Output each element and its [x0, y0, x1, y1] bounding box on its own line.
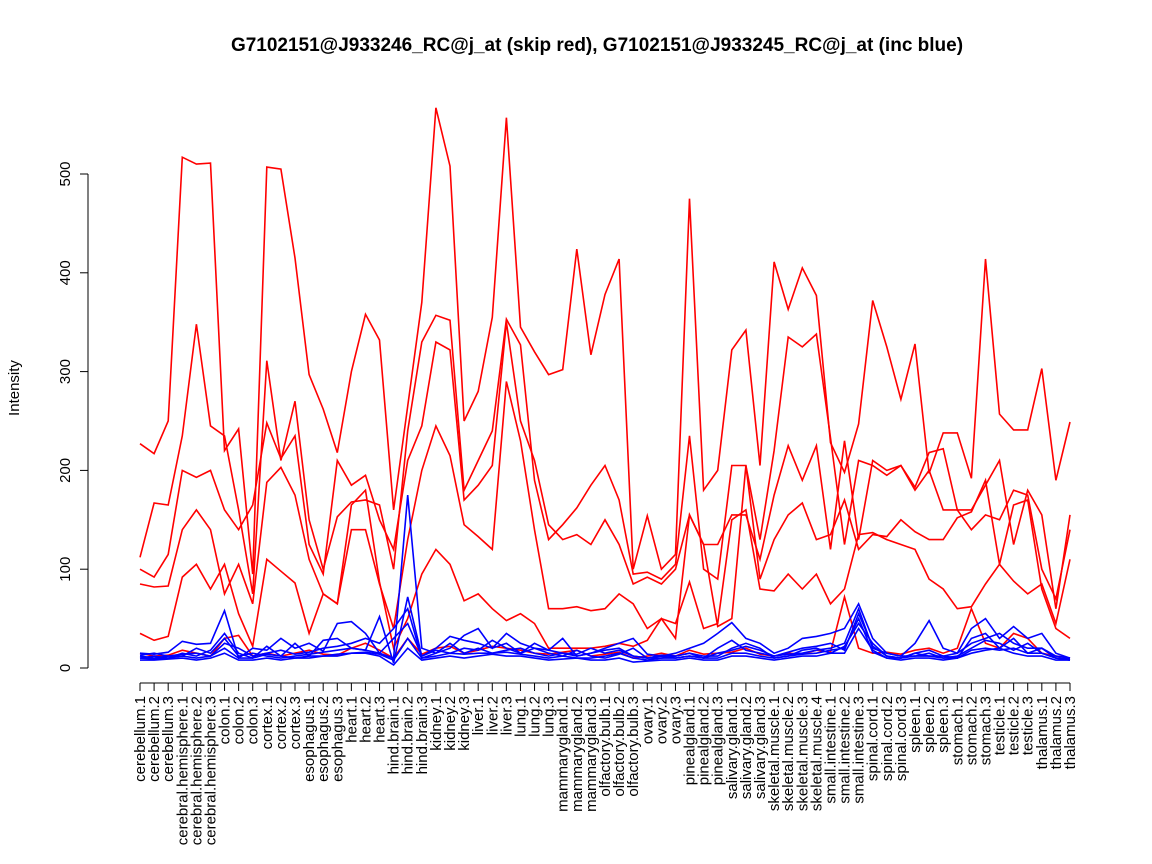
- x-tick-label: salivary.gland.2: [738, 696, 755, 799]
- x-tick-label: colon.1: [217, 696, 234, 744]
- x-tick-label: cerebellum.2: [146, 696, 163, 782]
- x-tick-label: skeletal.muscle.2: [780, 696, 797, 811]
- x-tick-label: cerebellum.3: [160, 696, 177, 782]
- x-tick-label: spinal.cord.2: [879, 696, 896, 781]
- x-tick-label: thalamus.1: [1034, 696, 1051, 769]
- x-tick-label: olfactory.bulb.2: [611, 696, 628, 797]
- x-tick-label: lung.3: [541, 696, 558, 737]
- x-tick-label: small.intestine.2: [837, 696, 854, 804]
- x-tick-label: cerebral.hemisphere.2: [188, 696, 205, 845]
- x-tick-label: cortex.1: [259, 696, 276, 749]
- x-tick-label: stomach.2: [963, 696, 980, 765]
- x-axis: cerebellum.1cerebellum.2cerebellum.3cere…: [132, 682, 1079, 845]
- x-tick-label: kidney.2: [442, 696, 459, 751]
- x-tick-label: spleen.2: [921, 696, 938, 753]
- x-tick-label: colon.3: [245, 696, 262, 744]
- x-tick-label: thalamus.2: [1048, 696, 1065, 769]
- x-tick-label: liver.1: [470, 696, 487, 735]
- series-line-inc-6: [139, 616, 1071, 662]
- y-axis: 0 100 200 300 400 500: [57, 161, 89, 672]
- x-tick-label: mammarygland.2: [569, 696, 586, 812]
- x-tick-label: mammarygland.1: [555, 696, 572, 812]
- x-tick-label: hind.brain.1: [386, 696, 403, 774]
- y-tick-label: 300: [57, 359, 74, 384]
- series-line-skip-1: [139, 107, 1071, 575]
- x-tick-label: spleen.1: [907, 696, 924, 753]
- x-tick-label: olfactory.bulb.3: [625, 696, 642, 797]
- x-tick-label: lung.1: [512, 696, 529, 737]
- x-tick-label: esophagus.3: [329, 696, 346, 782]
- series-line-skip-3: [139, 322, 1071, 602]
- x-tick-label: ovary.3: [667, 696, 684, 744]
- x-tick-label: stomach.1: [949, 696, 966, 765]
- x-tick-label: heart.3: [372, 696, 389, 743]
- x-tick-label: esophagus.1: [301, 696, 318, 782]
- x-tick-label: liver.2: [484, 696, 501, 735]
- x-tick-label: ovary.2: [653, 696, 670, 744]
- x-tick-label: small.intestine.3: [851, 696, 868, 804]
- x-tick-label: stomach.3: [977, 696, 994, 765]
- x-tick-label: testicle.1: [992, 696, 1009, 755]
- series-line-skip-5: [139, 465, 1071, 651]
- series-line-skip-2: [139, 314, 1071, 609]
- x-tick-label: hind.brain.3: [414, 696, 431, 774]
- x-tick-label: kidney.3: [456, 696, 473, 751]
- y-axis-label: Intensity: [6, 360, 23, 416]
- chart-title: G7102151@J933246_RC@j_at (skip red), G71…: [231, 35, 963, 56]
- x-tick-label: spleen.3: [935, 696, 952, 753]
- x-tick-label: small.intestine.1: [822, 696, 839, 804]
- x-tick-label: testicle.2: [1006, 696, 1023, 755]
- y-tick-label: 500: [57, 161, 74, 186]
- x-tick-label: heart.2: [357, 696, 374, 743]
- x-tick-label: cerebral.hemisphere.1: [174, 696, 191, 845]
- x-tick-label: ovary.1: [639, 696, 656, 744]
- x-tick-label: olfactory.bulb.1: [597, 696, 614, 797]
- series-lines: [139, 107, 1071, 667]
- x-tick-label: colon.2: [231, 696, 248, 744]
- y-tick-label: 400: [57, 260, 74, 285]
- x-tick-label: pinealgland.1: [682, 696, 699, 785]
- x-tick-label: pinealgland.2: [696, 696, 713, 785]
- x-tick-label: heart.1: [343, 696, 360, 743]
- y-tick-label: 0: [57, 664, 74, 672]
- x-tick-label: kidney.1: [428, 696, 445, 751]
- x-tick-label: spinal.cord.1: [865, 696, 882, 781]
- x-tick-label: skeletal.muscle.3: [794, 696, 811, 811]
- x-tick-label: cerebellum.1: [132, 696, 149, 782]
- series-line-inc-1: [139, 495, 1071, 660]
- x-tick-label: pinealgland.3: [710, 696, 727, 785]
- series-line-skip-4: [139, 381, 1071, 630]
- x-tick-label: testicle.3: [1020, 696, 1037, 755]
- x-tick-label: liver.3: [498, 696, 515, 735]
- x-tick-label: lung.2: [527, 696, 544, 737]
- x-tick-label: hind.brain.2: [400, 696, 417, 774]
- x-tick-label: cerebral.hemisphere.3: [202, 696, 219, 845]
- x-tick-label: thalamus.3: [1062, 696, 1079, 769]
- series-line-skip-6: [139, 593, 1071, 660]
- x-tick-label: esophagus.2: [315, 696, 332, 782]
- x-tick-label: skeletal.muscle.4: [808, 696, 825, 811]
- x-tick-label: spinal.cord.3: [893, 696, 910, 781]
- x-tick-label: salivary.gland.1: [724, 696, 741, 799]
- x-tick-label: mammarygland.3: [583, 696, 600, 812]
- series-line-inc-3: [139, 606, 1071, 660]
- x-tick-label: cortex.3: [287, 696, 304, 749]
- x-tick-label: salivary.gland.3: [752, 696, 769, 799]
- y-tick-label: 100: [57, 557, 74, 582]
- x-tick-label: skeletal.muscle.1: [766, 696, 783, 811]
- y-tick-label: 200: [57, 458, 74, 483]
- x-tick-label: cortex.2: [273, 696, 290, 749]
